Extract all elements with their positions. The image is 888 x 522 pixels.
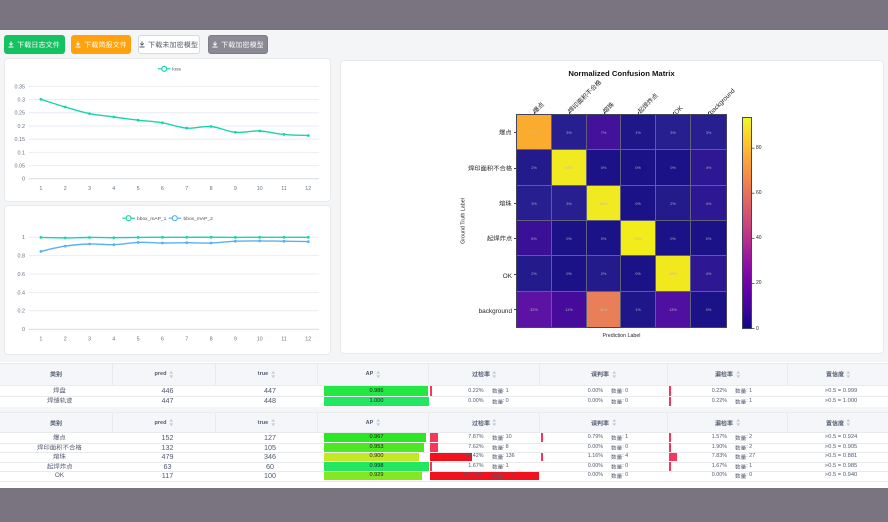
svg-text:6: 6: [161, 186, 164, 192]
svg-text:12: 12: [305, 186, 311, 192]
svg-text:0.25: 0.25: [15, 111, 26, 117]
svg-text:12: 12: [305, 337, 311, 343]
svg-text:10: 10: [257, 337, 263, 343]
svg-text:11: 11: [281, 186, 287, 192]
svg-text:4: 4: [112, 337, 115, 343]
svg-text:5: 5: [137, 186, 140, 192]
svg-text:0.6: 0.6: [18, 272, 26, 278]
svg-text:1: 1: [39, 337, 42, 343]
svg-text:0.2: 0.2: [18, 124, 26, 130]
svg-text:0.1: 0.1: [18, 150, 26, 156]
svg-text:3: 3: [88, 186, 91, 192]
svg-text:bbox_mAP_2: bbox_mAP_2: [184, 216, 214, 222]
svg-text:4: 4: [112, 186, 115, 192]
svg-text:0.35: 0.35: [15, 84, 26, 90]
svg-text:1: 1: [22, 235, 25, 241]
svg-text:0.15: 0.15: [15, 137, 26, 143]
svg-text:7: 7: [185, 186, 188, 192]
svg-text:0.4: 0.4: [18, 290, 26, 296]
svg-text:6: 6: [161, 337, 164, 343]
svg-text:8: 8: [210, 186, 213, 192]
svg-text:0.05: 0.05: [15, 164, 26, 170]
svg-text:1: 1: [39, 186, 42, 192]
svg-text:8: 8: [210, 337, 213, 343]
svg-text:0.3: 0.3: [18, 98, 26, 104]
svg-text:9: 9: [234, 337, 237, 343]
svg-text:0.2: 0.2: [18, 309, 26, 315]
svg-text:0.8: 0.8: [18, 254, 26, 260]
svg-text:2: 2: [64, 337, 67, 343]
svg-text:2: 2: [64, 186, 67, 192]
svg-text:11: 11: [281, 337, 287, 343]
svg-text:5: 5: [137, 337, 140, 343]
svg-text:7: 7: [185, 337, 188, 343]
svg-text:loss: loss: [172, 67, 181, 73]
svg-text:3: 3: [88, 337, 91, 343]
svg-text:10: 10: [257, 186, 263, 192]
svg-text:0: 0: [22, 177, 25, 183]
svg-text:9: 9: [234, 186, 237, 192]
svg-text:0: 0: [22, 327, 25, 333]
svg-text:bbox_mAP_1: bbox_mAP_1: [137, 216, 167, 222]
